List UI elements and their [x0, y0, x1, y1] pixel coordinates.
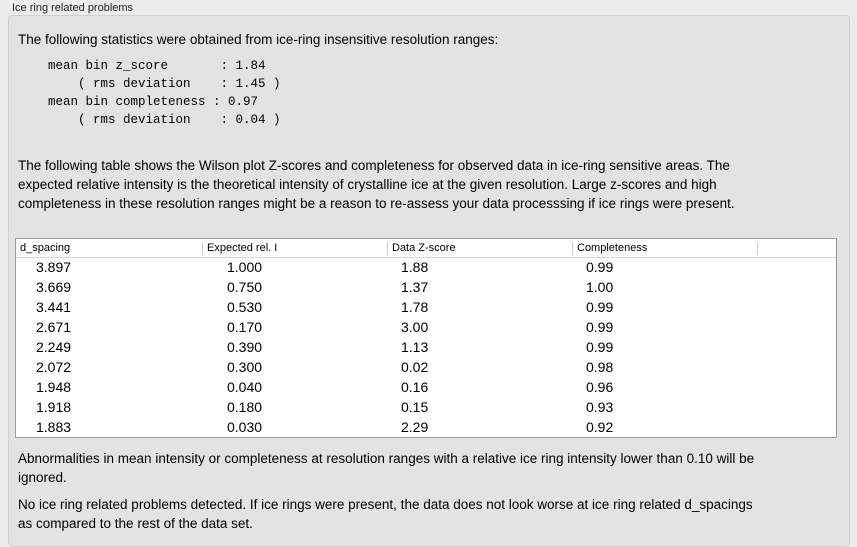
- table-cell: 2.29: [401, 419, 429, 435]
- group-caption: Ice ring related problems: [12, 2, 134, 14]
- table-cell: 1.13: [401, 339, 429, 355]
- table-cell: 1.78: [401, 299, 429, 315]
- table-intro-text: The following table shows the Wilson plo…: [18, 158, 735, 211]
- table-cell: 1.88: [401, 259, 429, 275]
- col-zscore[interactable]: Data Z-score: [387, 242, 456, 255]
- table-cell: 0.98: [586, 359, 614, 375]
- table-cell: 1.000: [227, 259, 263, 275]
- table-cell: 2.671: [36, 319, 72, 335]
- table-cell: 0.530: [227, 299, 263, 315]
- table-cell: 0.180: [227, 399, 263, 415]
- table-cell: 1.00: [586, 279, 614, 295]
- table-cell: 0.93: [586, 399, 614, 415]
- table-cell: 0.390: [227, 339, 263, 355]
- table-cell: 2.072: [36, 359, 72, 375]
- table-cell: 0.030: [227, 419, 263, 435]
- table-cell: 0.040: [227, 379, 263, 395]
- table-cell: 3.669: [36, 279, 72, 295]
- col-empty: [757, 242, 762, 255]
- table-row[interactable]: 1.918 0.180 0.15 0.93: [16, 398, 836, 418]
- table-row[interactable]: 1.883 0.030 2.29 0.92: [16, 418, 836, 437]
- table-cell: 0.99: [586, 259, 614, 275]
- table-cell: 0.92: [586, 419, 614, 435]
- table-cell: 0.170: [227, 319, 263, 335]
- table-cell: 0.02: [401, 359, 429, 375]
- table-cell: 3.897: [36, 259, 72, 275]
- table-cell: 0.99: [586, 319, 614, 335]
- table-row[interactable]: 3.441 0.530 1.78 0.99: [16, 298, 836, 318]
- table-cell: 1.37: [401, 279, 429, 295]
- table-cell: 3.441: [36, 299, 72, 315]
- table-cell: 0.15: [401, 399, 429, 415]
- table-row[interactable]: 1.948 0.040 0.16 0.96: [16, 378, 836, 398]
- table-cell: 0.300: [227, 359, 263, 375]
- table-row[interactable]: 2.671 0.170 3.00 0.99: [16, 318, 836, 338]
- ice-ring-table[interactable]: d_spacing Expected rel. I Data Z-score C…: [15, 238, 837, 438]
- note-text: Abnormalities in mean intensity or compl…: [18, 451, 755, 485]
- table-cell: 0.16: [401, 379, 429, 395]
- table-header: d_spacing Expected rel. I Data Z-score C…: [16, 239, 836, 258]
- stats-block: mean bin z_score : 1.84 ( rms deviation …: [48, 59, 281, 127]
- table-cell: 0.96: [586, 379, 614, 395]
- table-row[interactable]: 3.669 0.750 1.37 1.00: [16, 278, 836, 298]
- table-cell: 1.918: [36, 399, 72, 415]
- table-cell: 0.99: [586, 299, 614, 315]
- table-cell: 1.948: [36, 379, 72, 395]
- table-cell: 0.750: [227, 279, 263, 295]
- table-row[interactable]: 2.249 0.390 1.13 0.99: [16, 338, 836, 358]
- table-row[interactable]: 2.072 0.300 0.02 0.98: [16, 358, 836, 378]
- col-expected[interactable]: Expected rel. I: [202, 242, 277, 255]
- conclusion-text: No ice ring related problems detected. I…: [18, 497, 753, 531]
- table-cell: 3.00: [401, 319, 429, 335]
- col-d-spacing[interactable]: d_spacing: [20, 242, 71, 254]
- intro-text: The following statistics were obtained f…: [18, 32, 499, 47]
- table-row[interactable]: 3.897 1.000 1.88 0.99: [16, 258, 836, 278]
- col-completeness[interactable]: Completeness: [572, 242, 647, 255]
- table-cell: 2.249: [36, 339, 72, 355]
- table-cell: 0.99: [586, 339, 614, 355]
- table-cell: 1.883: [36, 419, 72, 435]
